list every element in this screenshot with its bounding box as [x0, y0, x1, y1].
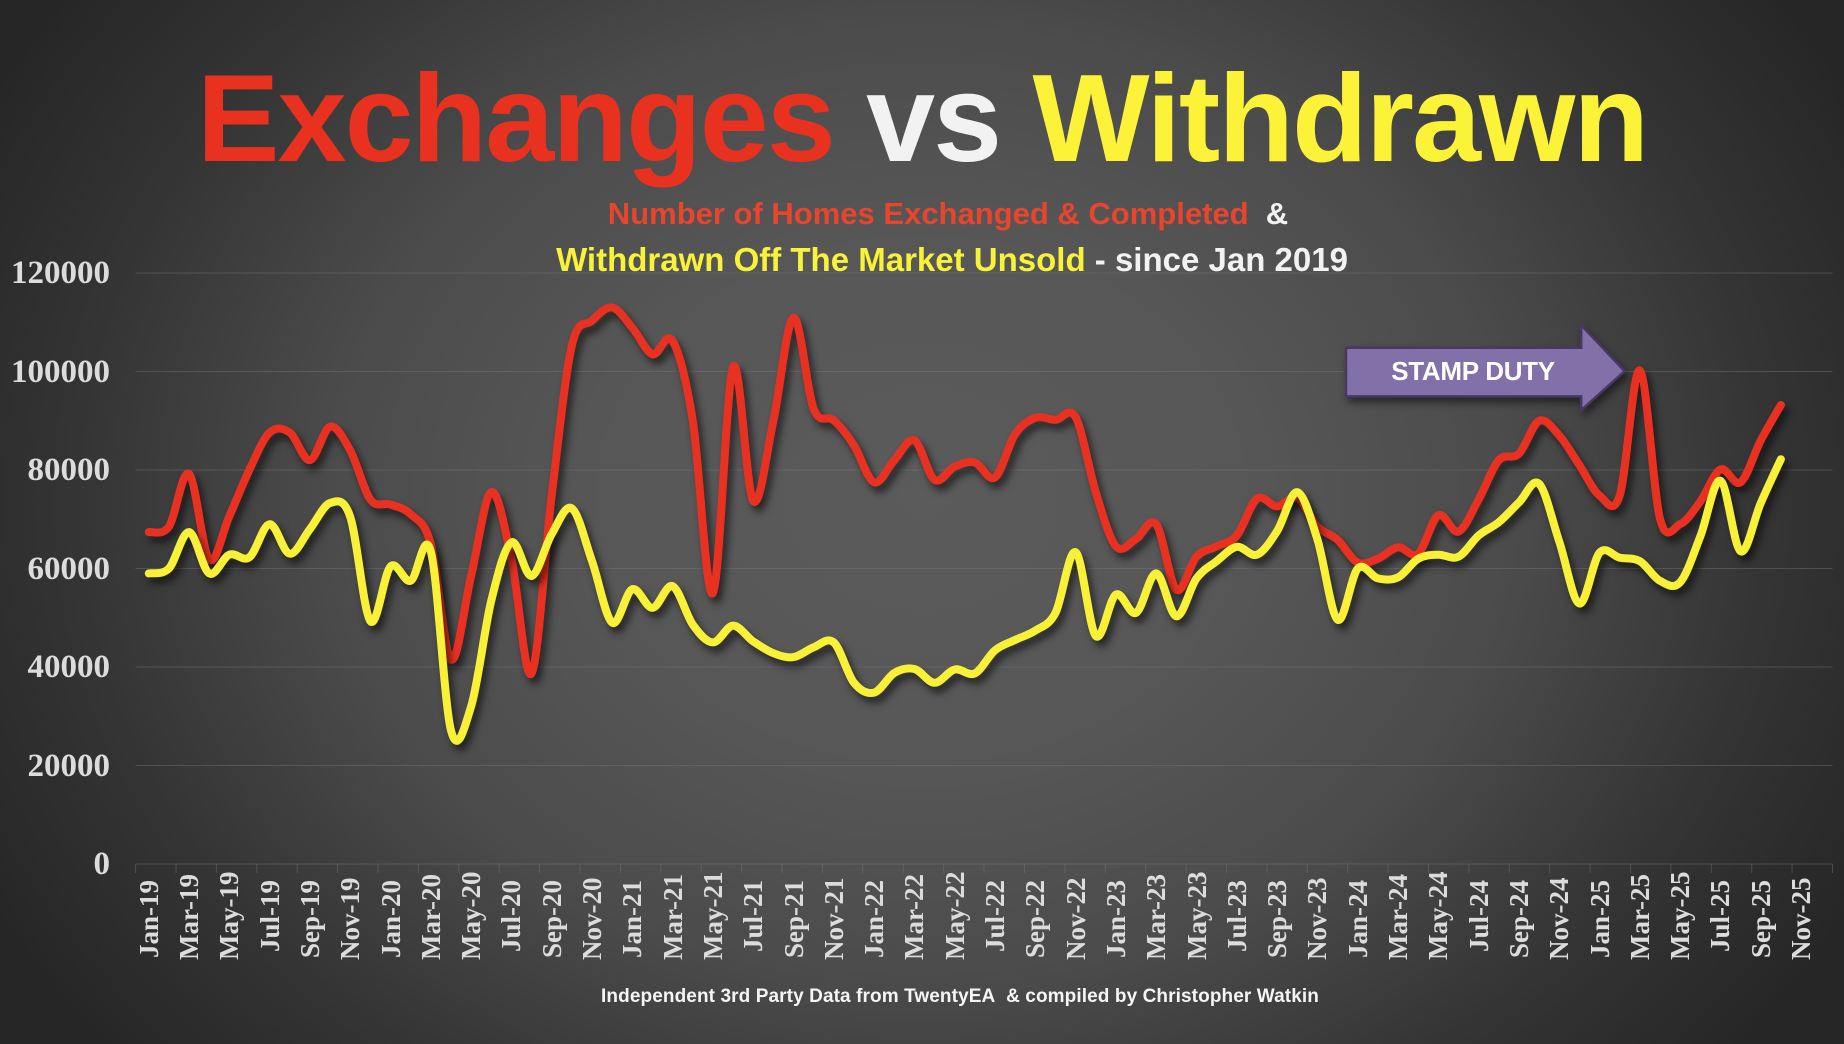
svg-text:STAMP DUTY: STAMP DUTY — [1391, 356, 1555, 386]
